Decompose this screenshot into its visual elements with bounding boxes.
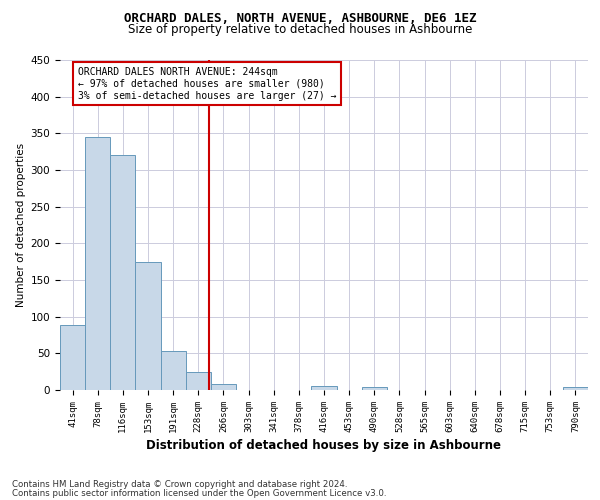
Bar bbox=[161, 351, 186, 390]
Bar bbox=[362, 387, 387, 390]
Bar bbox=[563, 387, 588, 390]
Bar bbox=[211, 384, 236, 390]
Bar bbox=[110, 154, 136, 390]
Text: ORCHARD DALES NORTH AVENUE: 244sqm
← 97% of detached houses are smaller (980)
3%: ORCHARD DALES NORTH AVENUE: 244sqm ← 97%… bbox=[78, 68, 337, 100]
Bar bbox=[85, 137, 110, 390]
Text: Contains public sector information licensed under the Open Government Licence v3: Contains public sector information licen… bbox=[12, 488, 386, 498]
Text: Size of property relative to detached houses in Ashbourne: Size of property relative to detached ho… bbox=[128, 22, 472, 36]
Text: Contains HM Land Registry data © Crown copyright and database right 2024.: Contains HM Land Registry data © Crown c… bbox=[12, 480, 347, 489]
Bar bbox=[60, 326, 85, 390]
Bar bbox=[186, 372, 211, 390]
Bar bbox=[311, 386, 337, 390]
X-axis label: Distribution of detached houses by size in Ashbourne: Distribution of detached houses by size … bbox=[146, 439, 502, 452]
Y-axis label: Number of detached properties: Number of detached properties bbox=[16, 143, 26, 307]
Text: ORCHARD DALES, NORTH AVENUE, ASHBOURNE, DE6 1EZ: ORCHARD DALES, NORTH AVENUE, ASHBOURNE, … bbox=[124, 12, 476, 26]
Bar bbox=[136, 262, 161, 390]
